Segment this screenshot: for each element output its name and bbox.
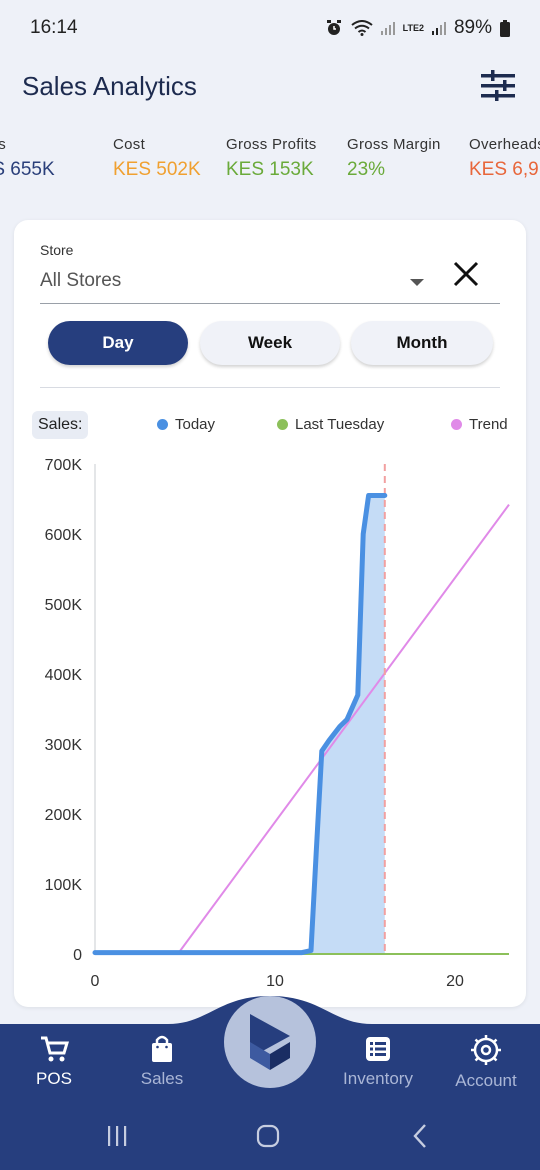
metric-value: KES 153K [226,159,314,180]
metric-overheads: Overheads KES 6,9 [469,136,540,181]
nav-item-inventory[interactable]: Inventory [328,1034,428,1089]
signal-icon [380,22,395,35]
status-icons: LTE2 89% [325,17,510,39]
recent-apps-icon[interactable] [105,1124,129,1148]
metric-value: KES 502K [113,159,201,180]
logo-icon [250,1014,290,1070]
today-line [92,493,388,956]
metric-value: KES 655K [0,159,55,180]
nav-label: Sales [140,1069,184,1088]
legend-dot [277,419,288,430]
y-tick-label: 0 [73,947,82,964]
y-tick-label: 500K [45,597,83,614]
legend-today[interactable]: Today [157,416,215,433]
y-tick-label: 700K [45,457,83,474]
metric-label: Gross Margin [347,136,441,153]
filter-button[interactable] [478,66,518,106]
y-tick-label: 300K [45,737,83,754]
home-icon[interactable] [255,1123,281,1149]
metric-value: KES 6,9 [469,159,539,180]
wifi-icon [351,20,373,36]
home-logo-button[interactable] [224,996,316,1088]
close-icon [453,261,479,287]
metric-value: 23% [347,159,386,180]
metric-label: Overheads [469,136,540,153]
legend-label: Trend [469,416,508,433]
trend-line [176,504,510,955]
legend-dot [451,419,462,430]
page-title: Sales Analytics [22,70,197,101]
cart-icon [41,1036,69,1062]
x-tick-label: 10 [266,973,284,990]
metric-cost: Cost KES 502K [113,136,201,181]
x-tick-label: 0 [91,973,100,990]
today-area [95,495,385,954]
metric-label: Sales [0,136,7,153]
store-value: All Stores [40,270,122,291]
system-navigation-bar [0,1110,540,1164]
legend-label: Last Tuesday [295,416,385,433]
metric-sales: Sales KES 655K [0,136,55,181]
legend-trend[interactable]: Trend [451,416,508,433]
store-label: Store [40,242,74,258]
nav-label: POS [36,1069,72,1088]
app-header: Sales Analytics [0,56,540,116]
nav-label: Inventory [343,1069,413,1088]
divider [40,387,500,388]
legend-dot [157,419,168,430]
store-select[interactable]: All Stores [40,264,500,304]
legend-title: Sales: [32,411,89,439]
y-tick-label: 100K [45,877,83,894]
metric-label: Gross Profits [226,136,317,153]
sliders-icon [481,70,515,101]
alarm-icon [326,20,341,35]
status-time: 16:14 [30,17,78,38]
legend-label: Today [175,416,216,433]
metrics-strip[interactable]: Sales KES 655K Cost KES 502K Gross Profi… [0,136,540,192]
gear-icon [471,1035,501,1065]
battery-percent: 89% [453,17,492,38]
bag-icon [152,1035,172,1062]
y-tick-label: 200K [45,807,83,824]
metric-gross-margin: Gross Margin 23% [347,136,441,181]
signal-icon-2 [431,22,446,35]
tab-week[interactable]: Week [200,321,340,365]
tab-month[interactable]: Month [351,321,493,365]
tab-day[interactable]: Day [48,321,188,365]
nav-item-sales[interactable]: Sales [112,1034,212,1089]
metric-label: Cost [113,136,146,153]
analytics-card: Store All Stores Day Week Month Sales: T… [14,220,526,1007]
nav-item-pos[interactable]: POS [4,1034,104,1089]
legend-last-tuesday[interactable]: Last Tuesday [277,416,384,433]
nav-item-account[interactable]: Account [436,1034,536,1091]
chevron-down-icon [410,279,424,286]
x-tick-label: 20 [446,973,464,990]
y-tick-label: 600K [45,527,83,544]
clear-store-button[interactable] [448,256,484,292]
battery-icon [500,19,510,37]
y-tick-label: 400K [45,667,83,684]
status-bar: 16:14 LTE2 89% [0,0,540,56]
list-icon [366,1037,390,1061]
nav-label: Account [455,1071,517,1090]
back-icon[interactable] [410,1123,430,1149]
network-label: LTE2 [402,23,424,33]
sales-chart[interactable]: 0 100K 200K 300K 400K 500K 600K 700K 0 10 20 [14,450,526,990]
metric-gross-profits: Gross Profits KES 153K [226,136,317,181]
